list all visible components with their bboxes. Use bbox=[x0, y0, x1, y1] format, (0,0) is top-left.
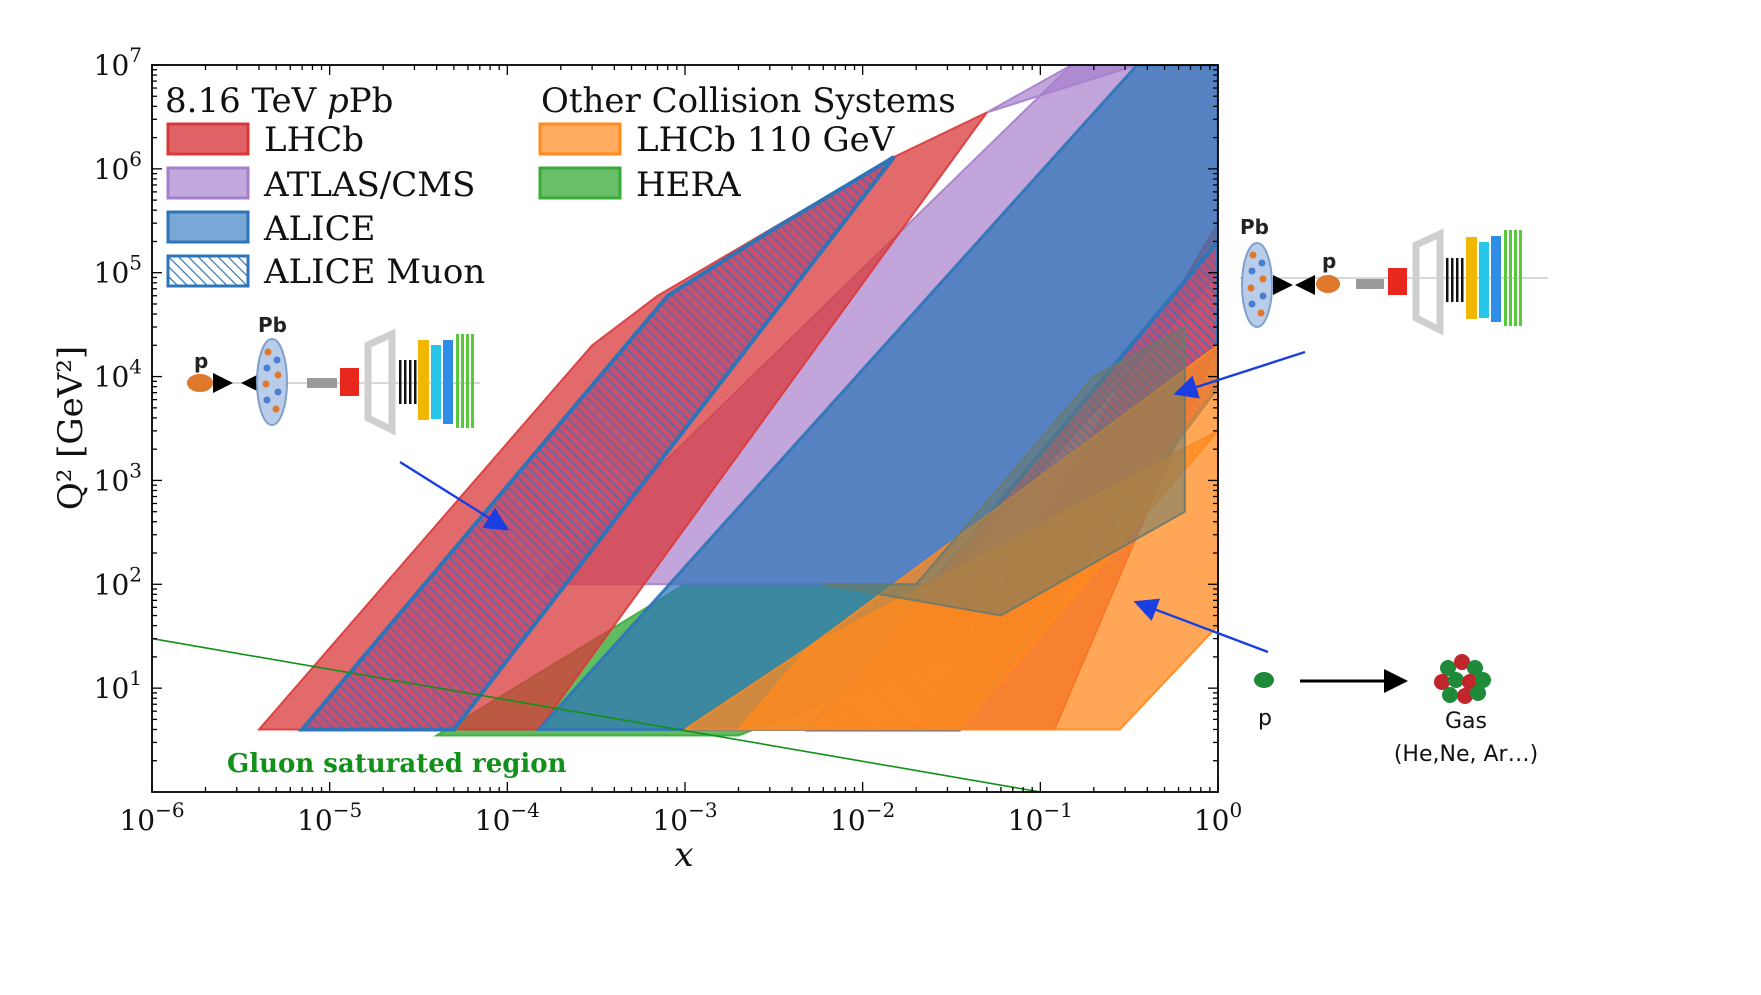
velo-icon bbox=[1356, 279, 1384, 289]
calorimeter-blue-icon bbox=[1491, 236, 1501, 322]
saturation-line bbox=[151, 637, 1041, 793]
y-tick-label-1: 102 bbox=[94, 562, 142, 601]
proton-icon bbox=[1316, 275, 1340, 293]
calorimeter-yellow-icon bbox=[1466, 237, 1477, 319]
muon-stations-icon bbox=[456, 334, 474, 428]
legend-group2-title: Other Collision Systems bbox=[541, 81, 956, 121]
right-nucleus-label: Pb bbox=[1240, 215, 1269, 239]
calorimeter-yellow-icon bbox=[418, 340, 429, 420]
magnet-icon bbox=[1412, 228, 1444, 336]
legend-label-lhcb-110: LHCb 110 GeV bbox=[636, 120, 896, 160]
nucleon-dots-icon bbox=[1247, 251, 1267, 317]
arrow-fixed-target bbox=[1133, 598, 1269, 654]
legend-label-atlas-cms: ATLAS/CMS bbox=[263, 165, 475, 205]
legend-label-hera: HERA bbox=[636, 165, 741, 205]
y-tick-label-3: 104 bbox=[94, 355, 142, 394]
y-tick-label-5: 106 bbox=[94, 147, 142, 186]
right-detector-illustration: Pb p bbox=[1240, 215, 1548, 336]
fixed-target-illustration: p Gas (He,Ne, Ar…) bbox=[1254, 654, 1538, 767]
saturation-label: Gluon saturated region bbox=[227, 749, 567, 779]
fixed-proton-label: p bbox=[1258, 706, 1272, 731]
gas-species-label: (He,Ne, Ar…) bbox=[1394, 742, 1538, 767]
calorimeter-cyan-icon bbox=[431, 345, 441, 419]
calorimeter-cyan-icon bbox=[1479, 242, 1489, 318]
velo-icon bbox=[307, 378, 337, 388]
tracker-stations-icon bbox=[399, 360, 417, 404]
calorimeter-blue-icon bbox=[443, 340, 453, 424]
legend: 8.16 TeV pPb Other Collision Systems LHC… bbox=[165, 81, 956, 292]
gas-label: Gas bbox=[1445, 709, 1487, 734]
bands-layer bbox=[256, 65, 1218, 737]
muon-stations-icon bbox=[1504, 230, 1522, 326]
x-tick-label-1: 10−5 bbox=[297, 798, 362, 837]
legend-swatch-alice-muon bbox=[166, 254, 250, 288]
rich-red-icon bbox=[1388, 268, 1407, 295]
y-tick-label-2: 103 bbox=[94, 458, 142, 497]
lead-nucleus-icon bbox=[1241, 242, 1273, 328]
legend-group1-title: 8.16 TeV pPb bbox=[165, 81, 393, 121]
lead-nucleus-icon bbox=[256, 338, 288, 426]
legend-swatch-lhcb-110 bbox=[538, 122, 622, 156]
tracker-stations-icon bbox=[1446, 258, 1464, 302]
right-proton-label: p bbox=[1322, 249, 1336, 273]
proton-sphere-icon bbox=[1254, 672, 1274, 688]
y-tick-label-4: 105 bbox=[94, 251, 142, 290]
ticks-layer: 10−6 10−5 10−4 10−3 10−2 10−1 100 101 102 103 104 1… bbox=[94, 43, 1243, 837]
left-nucleus-label: Pb bbox=[258, 313, 287, 337]
x-tick-label-6: 100 bbox=[1194, 798, 1242, 837]
gas-nuclei-icon bbox=[1434, 654, 1491, 704]
band-alice-muon-1 bbox=[297, 155, 896, 732]
band-gas-region-1 bbox=[823, 325, 1186, 617]
magnet-icon bbox=[364, 328, 396, 436]
x-tick-label-4: 10−2 bbox=[830, 798, 895, 837]
band-atlas-cms-2 bbox=[986, 65, 1138, 114]
legend-label-lhcb: LHCb bbox=[264, 120, 364, 160]
arrow-right-detector bbox=[1173, 350, 1306, 399]
y-tick-label-0: 101 bbox=[94, 666, 142, 705]
x-tick-label-0: 10−6 bbox=[119, 798, 184, 837]
x-axis-label: x bbox=[674, 835, 693, 875]
left-detector-illustration: p Pb bbox=[187, 313, 480, 436]
x-tick-label-3: 10−3 bbox=[652, 798, 717, 837]
y-axis-label: Q² [GeV²] bbox=[51, 346, 91, 510]
legend-swatch-atlas-cms bbox=[166, 166, 250, 200]
nucleon-dots-icon bbox=[262, 348, 282, 413]
x-tick-label-5: 10−1 bbox=[1008, 798, 1073, 837]
legend-swatch-hera bbox=[538, 166, 622, 200]
y-tick-label-6: 107 bbox=[94, 43, 142, 82]
x-tick-label-2: 10−4 bbox=[475, 798, 540, 837]
left-proton-label: p bbox=[194, 349, 208, 373]
legend-swatch-alice bbox=[166, 210, 250, 244]
legend-swatch-lhcb bbox=[166, 122, 250, 156]
proton-icon bbox=[187, 374, 213, 392]
arrow-left-detector bbox=[399, 460, 510, 531]
rich-red-icon bbox=[340, 368, 359, 396]
plot-area: 10−6 10−5 10−4 10−3 10−2 10−1 100 101 102 103 104 1… bbox=[94, 43, 1243, 837]
legend-label-alice-muon: ALICE Muon bbox=[263, 252, 485, 292]
legend-label-alice: ALICE bbox=[263, 209, 375, 249]
